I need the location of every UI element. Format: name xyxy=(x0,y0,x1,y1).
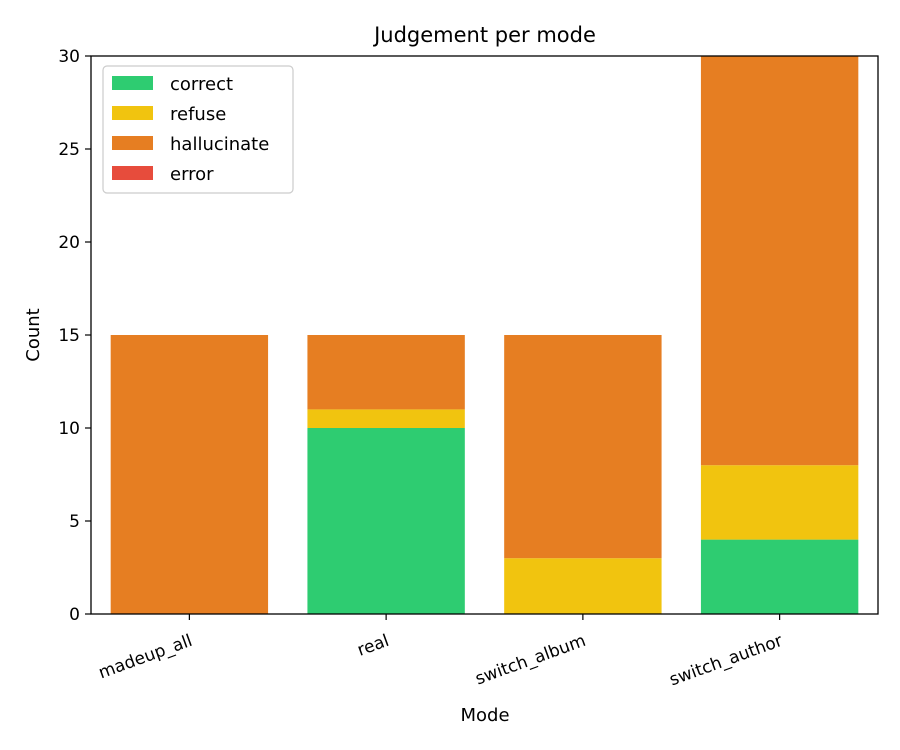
y-tick-label: 30 xyxy=(58,47,80,67)
y-tick-label: 20 xyxy=(58,233,80,253)
x-tick-label: madeup_all xyxy=(96,631,195,683)
y-tick-label: 10 xyxy=(58,419,80,439)
bar-refuse-real xyxy=(307,409,465,428)
y-tick-label: 5 xyxy=(69,512,80,532)
bar-refuse-switch_album xyxy=(504,558,662,614)
bar-hallucinate-real xyxy=(307,335,465,410)
chart-title: Judgement per mode xyxy=(372,23,596,47)
legend-swatch-refuse xyxy=(112,106,153,120)
y-axis: 0 5 10 15 20 25 30 xyxy=(58,47,91,625)
legend-frame xyxy=(102,65,294,194)
x-tick-label: switch_album xyxy=(473,631,589,689)
legend-label-correct: correct xyxy=(170,74,233,95)
x-axis-title: Mode xyxy=(460,705,509,726)
bar-correct-switch_author xyxy=(700,539,859,614)
legend-swatch-error xyxy=(112,166,153,180)
legend-label-refuse: refuse xyxy=(170,104,226,125)
x-tick-label: switch_author xyxy=(667,631,785,690)
legend-label-hallucinate: hallucinate xyxy=(170,134,269,155)
legend-label-error: error xyxy=(170,164,214,185)
legend-swatch-hallucinate xyxy=(112,136,153,150)
bar-refuse-switch_author xyxy=(700,465,859,540)
y-tick-label: 15 xyxy=(58,326,80,346)
bar-hallucinate-madeup_all xyxy=(110,335,269,614)
bar-hallucinate-switch_album xyxy=(504,335,662,559)
y-tick-label: 25 xyxy=(58,140,80,160)
x-tick-label: real xyxy=(355,631,392,661)
legend-swatch-correct xyxy=(112,76,153,90)
bar-hallucinate-switch_author xyxy=(700,56,859,466)
bar-correct-real xyxy=(307,428,465,614)
x-axis: madeup_all real switch_album switch_author xyxy=(96,614,785,690)
y-axis-title: Count xyxy=(23,308,44,361)
y-tick-label: 0 xyxy=(69,605,80,625)
legend: correct refuse hallucinate error xyxy=(102,65,294,194)
bars-group xyxy=(110,56,859,614)
